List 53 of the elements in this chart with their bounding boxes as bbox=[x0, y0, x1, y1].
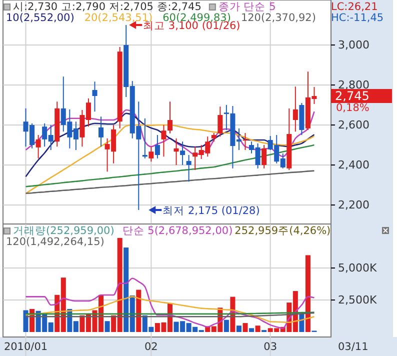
line-series bbox=[25, 112, 315, 178]
annotation: 252,959주(4,26%) bbox=[234, 225, 331, 237]
candlestick bbox=[148, 146, 154, 162]
candlestick bbox=[180, 141, 186, 166]
text: 10(2,552,00) bbox=[6, 12, 74, 24]
bar bbox=[224, 320, 229, 332]
y-tick-label: 2,500K bbox=[338, 294, 378, 307]
candlestick bbox=[262, 144, 267, 169]
text: 단순 5(2,678,952,00) bbox=[122, 225, 233, 237]
y-tick-label: 3,000 bbox=[338, 38, 370, 52]
text: 120(1,492,264,15) bbox=[6, 236, 104, 248]
candlestick bbox=[242, 132, 248, 150]
bar bbox=[242, 323, 248, 332]
chart-title: 거래량(252,959,00) bbox=[13, 225, 114, 237]
y-tick-label: 2,600 bbox=[338, 118, 370, 132]
line-series bbox=[25, 170, 315, 194]
text: 2,745 bbox=[335, 89, 370, 103]
text: 120(2,370,92) bbox=[240, 12, 316, 24]
text: 종가 단순 5 bbox=[218, 1, 276, 13]
x-tick-label: 2010/01 bbox=[4, 341, 48, 353]
candlestick bbox=[92, 81, 98, 112]
candlestick bbox=[36, 134, 41, 159]
y-tick-label: 5,000K bbox=[338, 262, 378, 275]
text: HC:-11,45 bbox=[331, 12, 384, 24]
y-tick-label: 2,400 bbox=[338, 158, 370, 172]
y-tick-label: 2,800 bbox=[338, 78, 370, 92]
line-series bbox=[25, 296, 315, 324]
bar bbox=[23, 310, 28, 332]
x-tick-label: 02 bbox=[144, 341, 158, 353]
candlestick bbox=[186, 154, 192, 182]
candlestick bbox=[218, 106, 223, 138]
candlestick bbox=[292, 86, 298, 132]
y-tick-label: 2,200 bbox=[338, 198, 370, 212]
candlestick bbox=[167, 101, 173, 134]
candlestick bbox=[142, 118, 148, 159]
candlestick bbox=[154, 134, 160, 159]
bar bbox=[104, 321, 110, 332]
line-series bbox=[25, 144, 315, 188]
x-tick-label: 03 bbox=[264, 341, 278, 353]
candlestick bbox=[174, 138, 179, 166]
bar bbox=[136, 290, 142, 332]
text: 0,18% bbox=[336, 102, 370, 114]
bar bbox=[255, 326, 260, 332]
annotation: 최저 2,175 (01/28) bbox=[162, 205, 260, 217]
text: 03/11 bbox=[338, 341, 368, 353]
bar bbox=[305, 255, 310, 332]
bar bbox=[236, 326, 242, 332]
chart-title: 시:2,730 고:2,790 저:2,705 종:2,745 bbox=[13, 1, 202, 13]
candlestick bbox=[161, 124, 166, 158]
text: LC:26,21 bbox=[331, 1, 378, 13]
line-series bbox=[25, 278, 315, 329]
bar bbox=[249, 328, 254, 332]
candlestick bbox=[98, 116, 104, 148]
